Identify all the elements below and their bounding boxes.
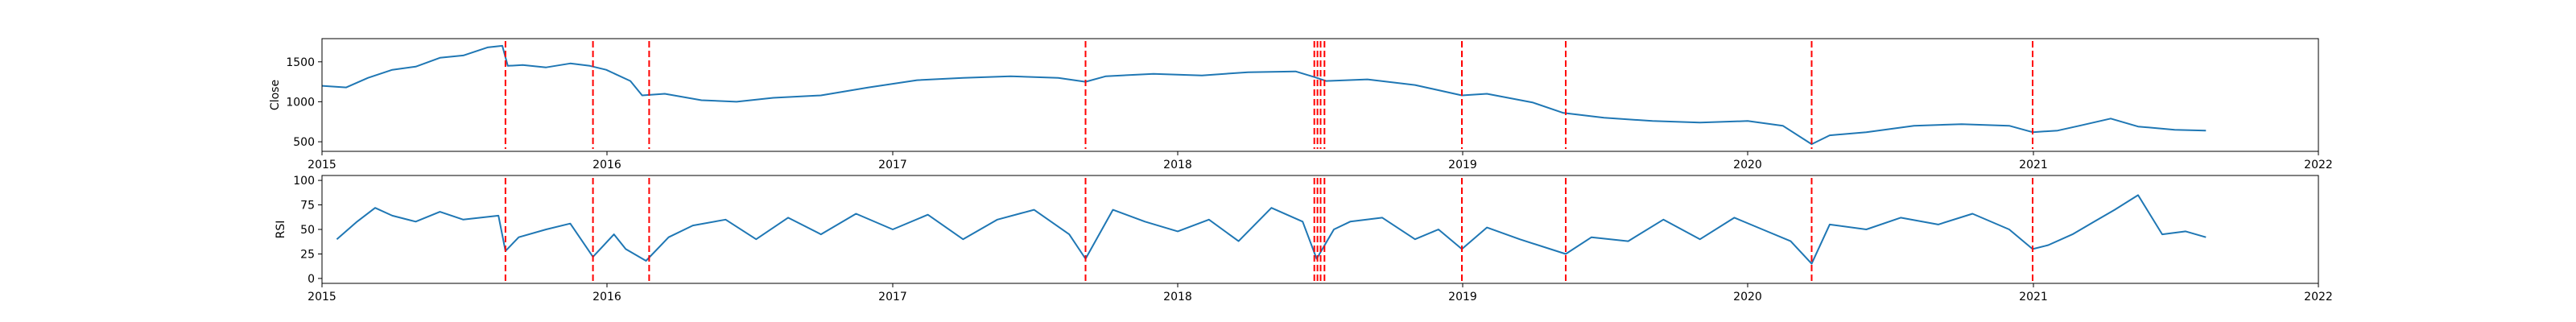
close-x-tick-label: 2022 (2304, 159, 2333, 171)
close-price-panel: 2015 2016 2017 2018 2019 2020 2021 2022 500 1000 1… (269, 38, 2333, 171)
close-plot-content (321, 44, 2207, 146)
rsi-plot-content (336, 194, 2207, 265)
close-x-tick-label: 2021 (2019, 159, 2048, 171)
close-y-axis-label: Close (269, 80, 282, 110)
rsi-series-line (336, 194, 2207, 265)
close-axis-ticks: 2015 2016 2017 2018 2019 2020 2021 2022 500 1000 1… (286, 56, 2332, 171)
rsi-y-tick-label: 25 (300, 249, 315, 262)
rsi-x-tick-label: 2017 (878, 291, 907, 303)
close-event-markers (504, 41, 2033, 149)
rsi-x-tick-label: 2018 (1163, 291, 1192, 303)
close-series-line (321, 44, 2207, 146)
rsi-y-tick-label: 75 (300, 200, 315, 213)
close-axes-frame (321, 38, 2319, 152)
rsi-y-tick-label: 50 (300, 224, 315, 237)
rsi-x-tick-label: 2022 (2304, 291, 2333, 303)
close-x-tick-label: 2019 (1448, 159, 1477, 171)
rsi-y-tick-label: 0 (308, 273, 315, 286)
close-y-tick-label: 1000 (286, 96, 315, 109)
close-x-tick-label: 2020 (1733, 159, 1762, 171)
rsi-x-tick-label: 2015 (308, 291, 336, 303)
rsi-x-tick-label: 2019 (1448, 291, 1477, 303)
rsi-y-tick-label: 100 (293, 175, 315, 188)
close-y-tick-label: 500 (293, 136, 315, 149)
close-x-tick-label: 2015 (308, 159, 336, 171)
close-x-tick-label: 2018 (1163, 159, 1192, 171)
close-x-tick-label: 2017 (878, 159, 907, 171)
rsi-x-tick-label: 2016 (592, 291, 621, 303)
rsi-x-tick-label: 2021 (2019, 291, 2048, 303)
close-y-tick-label: 1500 (286, 56, 315, 69)
rsi-y-axis-label: RSI (275, 221, 287, 239)
rsi-panel: 2015 2016 2017 2018 2019 2020 2021 2022 0 25 50 75 1… (275, 175, 2333, 303)
rsi-axis-ticks: 2015 2016 2017 2018 2019 2020 2021 2022 0 25 50 75 1… (293, 175, 2333, 303)
close-x-tick-label: 2016 (592, 159, 621, 171)
rsi-axes-frame (321, 175, 2319, 284)
rsi-event-markers (504, 178, 2033, 281)
rsi-x-tick-label: 2020 (1733, 291, 1762, 303)
